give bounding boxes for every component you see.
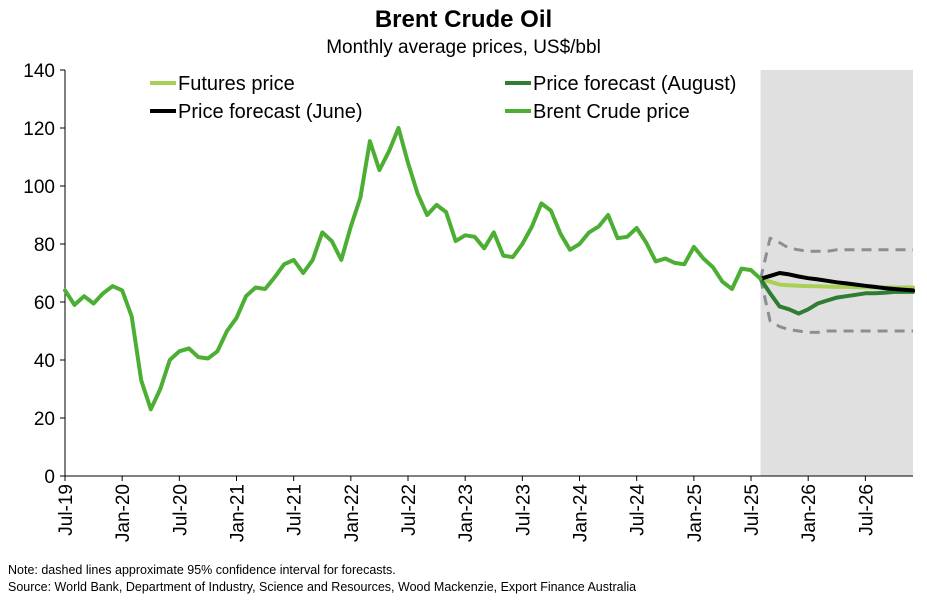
x-tick-label: Jan-23 <box>456 484 477 542</box>
legend-label-futures-price: Futures price <box>178 73 295 95</box>
y-tick-label: 100 <box>23 177 55 198</box>
x-tick-label: Jul-21 <box>285 484 306 536</box>
x-tick-label: Jan-25 <box>685 484 706 542</box>
chart-subtitle: Monthly average prices, US$/bbl <box>326 37 601 58</box>
legend-label-price-forecast-june: Price forecast (June) <box>178 101 363 123</box>
series-layer <box>63 126 915 412</box>
y-tick-label: 0 <box>44 467 55 488</box>
legend-label-brent-crude-price: Brent Crude price <box>533 101 690 123</box>
y-tick-label: 20 <box>34 409 55 430</box>
series-line-price-forecast-june <box>758 271 915 293</box>
chart-title: Brent Crude Oil <box>374 6 553 33</box>
y-tick-label: 120 <box>23 119 55 140</box>
legend-label-price-forecast-august: Price forecast (August) <box>533 73 736 95</box>
x-tick-label: Jul-19 <box>56 484 77 536</box>
y-tick-label: 80 <box>34 235 55 256</box>
source-text: Source: World Bank, Department of Indust… <box>8 580 637 594</box>
axes: 0 20 40 60 80 100 120 140 Jul-19 Jan-20 Jul-20 Jan-… <box>23 61 913 542</box>
y-tick-label: 60 <box>34 293 55 314</box>
series-line-95-ci-lower <box>759 278 913 334</box>
y-tick-label: 140 <box>23 61 55 82</box>
x-tick-label: Jul-23 <box>513 484 534 536</box>
line-chart: 0 20 40 60 80 100 120 140 Jul-19 Jan-20 Jul-20 Jan-… <box>23 61 915 542</box>
series-line-price-forecast-august <box>758 276 915 316</box>
x-tick-label: Jan-26 <box>799 484 820 542</box>
series-line-brent-crude-price <box>63 126 763 412</box>
x-tick-label: Jul-22 <box>399 484 420 536</box>
x-tick-label: Jan-22 <box>342 484 363 542</box>
x-tick-label: Jul-20 <box>170 484 191 536</box>
x-tick-label: Jan-21 <box>228 484 249 542</box>
x-tick-label: Jan-24 <box>571 484 592 543</box>
series-line-95-ci-upper <box>759 236 913 280</box>
chart-notes: Note: dashed lines approximate 95% confi… <box>8 562 636 596</box>
x-tick-label: Jan-20 <box>113 484 134 542</box>
y-tick-label: 40 <box>34 351 55 372</box>
x-tick-label: Jul-24 <box>628 484 649 536</box>
legend: Futures price Price forecast (August) Pric… <box>150 73 736 123</box>
x-tick-label: Jul-26 <box>856 484 877 536</box>
x-tick-label: Jul-25 <box>742 484 763 536</box>
note-text: Note: dashed lines approximate 95% confi… <box>8 563 396 577</box>
